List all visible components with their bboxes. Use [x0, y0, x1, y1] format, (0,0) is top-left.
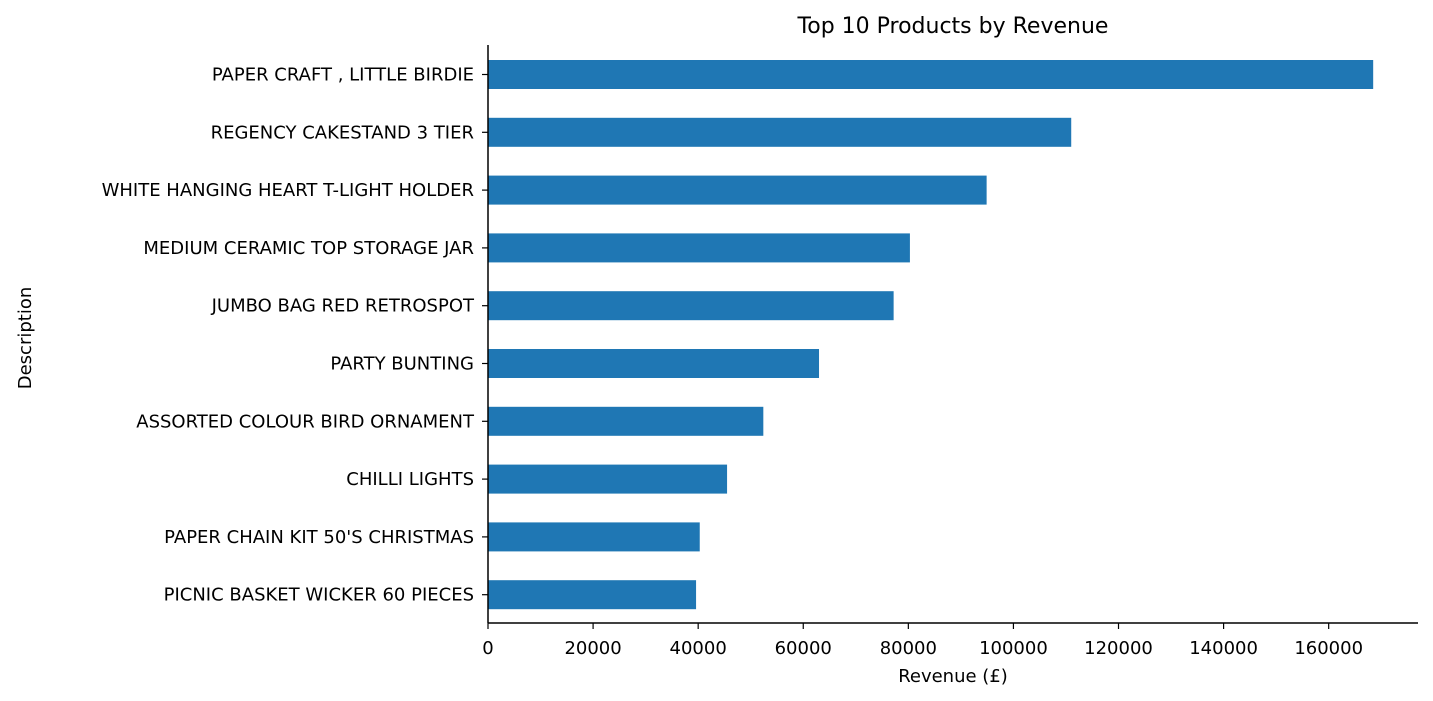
y-tick-label: REGENCY CAKESTAND 3 TIER: [211, 122, 474, 143]
y-axis-label: Description: [15, 287, 36, 390]
bar-4: [488, 233, 910, 263]
chart-title: Top 10 Products by Revenue: [797, 14, 1109, 39]
bar-5: [488, 291, 894, 321]
bar-1: [488, 60, 1374, 89]
x-tick-label: 60000: [775, 638, 832, 659]
bar-10: [488, 580, 697, 610]
y-tick-label: PICNIC BASKET WICKER 60 PIECES: [164, 585, 474, 606]
x-axis-label: Revenue (£): [898, 666, 1008, 687]
bar-6: [488, 349, 820, 378]
x-tick-label: 140000: [1189, 638, 1258, 659]
y-tick-label: PARTY BUNTING: [330, 354, 474, 375]
x-axis-ticks: 0 20000 40000 60000 80000 100000 120000 140000 1…: [482, 623, 1363, 659]
y-tick-label: WHITE HANGING HEART T-LIGHT HOLDER: [102, 180, 474, 201]
bar-8: [488, 464, 728, 494]
bar-3: [488, 175, 987, 205]
x-tick-label: 80000: [880, 638, 937, 659]
x-tick-label: 20000: [564, 638, 621, 659]
x-tick-label: 160000: [1294, 638, 1363, 659]
y-tick-label: CHILLI LIGHTS: [346, 469, 474, 490]
x-tick-label: 100000: [979, 638, 1048, 659]
bars: [488, 60, 1374, 610]
y-tick-label: ASSORTED COLOUR BIRD ORNAMENT: [136, 411, 475, 432]
bar-2: [488, 117, 1072, 147]
y-tick-label: PAPER CHAIN KIT 50'S CHRISTMAS: [164, 527, 474, 548]
x-tick-label: 120000: [1084, 638, 1153, 659]
y-tick-label: MEDIUM CERAMIC TOP STORAGE JAR: [143, 238, 474, 259]
y-axis-ticks: PAPER CRAFT , LITTLE BIRDIE REGENCY CAKES…: [102, 65, 488, 606]
y-tick-label: JUMBO BAG RED RETROSPOT: [211, 296, 475, 317]
y-tick-label: PAPER CRAFT , LITTLE BIRDIE: [212, 65, 474, 86]
x-tick-label: 40000: [670, 638, 727, 659]
x-tick-label: 0: [482, 638, 493, 659]
bar-7: [488, 406, 764, 436]
bar-9: [488, 522, 700, 552]
